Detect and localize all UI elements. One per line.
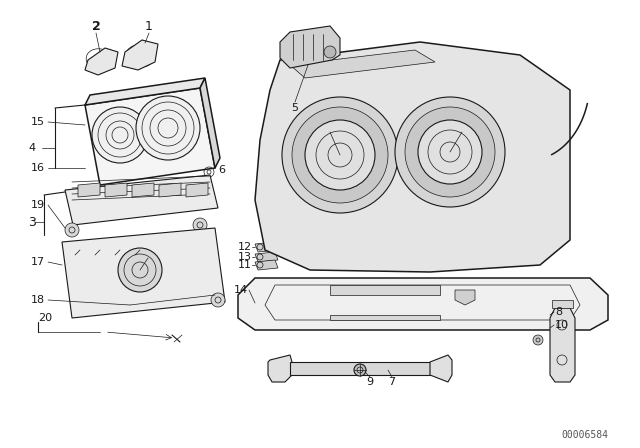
- Polygon shape: [78, 183, 100, 197]
- Text: 2: 2: [92, 20, 100, 33]
- Circle shape: [65, 223, 79, 237]
- Polygon shape: [159, 183, 181, 197]
- Polygon shape: [330, 285, 440, 295]
- Polygon shape: [122, 40, 158, 70]
- Polygon shape: [455, 290, 475, 305]
- Polygon shape: [550, 308, 575, 382]
- Text: 11: 11: [238, 260, 252, 270]
- Text: 7: 7: [388, 377, 396, 387]
- Text: 9: 9: [367, 377, 374, 387]
- Circle shape: [418, 120, 482, 184]
- Polygon shape: [290, 362, 430, 375]
- Circle shape: [193, 218, 207, 232]
- Text: 20: 20: [38, 313, 52, 323]
- Circle shape: [211, 293, 225, 307]
- Polygon shape: [62, 228, 225, 318]
- Polygon shape: [552, 300, 573, 308]
- Text: 10: 10: [555, 320, 569, 330]
- Polygon shape: [255, 42, 570, 272]
- Text: 5: 5: [291, 103, 298, 113]
- Polygon shape: [85, 88, 215, 185]
- Polygon shape: [255, 260, 278, 270]
- Polygon shape: [65, 175, 218, 225]
- Text: 15: 15: [31, 117, 45, 127]
- Text: 13: 13: [238, 252, 252, 262]
- Polygon shape: [268, 355, 292, 382]
- Circle shape: [292, 107, 388, 203]
- Circle shape: [533, 335, 543, 345]
- Polygon shape: [330, 315, 440, 320]
- Text: 12: 12: [238, 242, 252, 252]
- Polygon shape: [430, 355, 452, 382]
- Polygon shape: [255, 242, 278, 252]
- Polygon shape: [85, 78, 205, 105]
- Text: 4: 4: [28, 143, 36, 153]
- Circle shape: [282, 97, 398, 213]
- Circle shape: [118, 248, 162, 292]
- Text: 18: 18: [31, 295, 45, 305]
- Polygon shape: [132, 183, 154, 197]
- Polygon shape: [238, 278, 608, 330]
- Text: 00006584: 00006584: [561, 430, 608, 440]
- Polygon shape: [85, 48, 118, 75]
- Polygon shape: [255, 252, 278, 262]
- Circle shape: [395, 97, 505, 207]
- Text: 19: 19: [31, 200, 45, 210]
- Text: 14: 14: [234, 285, 248, 295]
- Circle shape: [324, 46, 336, 58]
- Polygon shape: [200, 78, 220, 168]
- Circle shape: [92, 107, 148, 163]
- Polygon shape: [290, 50, 435, 78]
- Text: 3: 3: [28, 215, 36, 228]
- Circle shape: [405, 107, 495, 197]
- Text: 8: 8: [555, 307, 562, 317]
- Circle shape: [305, 120, 375, 190]
- Text: 1: 1: [145, 20, 153, 33]
- Circle shape: [136, 96, 200, 160]
- Circle shape: [354, 364, 366, 376]
- Text: 16: 16: [31, 163, 45, 173]
- Text: 6: 6: [218, 165, 225, 175]
- Polygon shape: [186, 183, 208, 197]
- Text: 17: 17: [31, 257, 45, 267]
- Polygon shape: [105, 183, 127, 197]
- Polygon shape: [280, 26, 340, 68]
